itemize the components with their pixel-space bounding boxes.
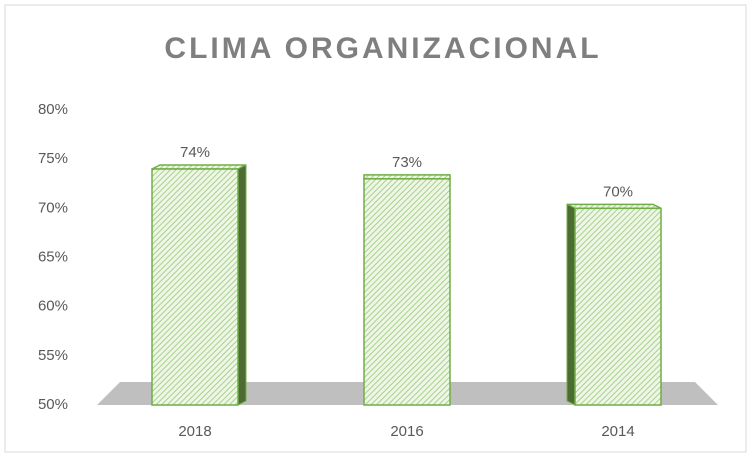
bar xyxy=(151,168,239,406)
y-tick-label: 65% xyxy=(38,248,68,265)
y-tick-label: 60% xyxy=(38,298,68,315)
chart-title: CLIMA ORGANIZACIONAL xyxy=(164,32,601,65)
bar-side xyxy=(237,164,247,406)
x-tick-label: 2018 xyxy=(178,423,211,440)
bar xyxy=(574,207,662,406)
data-label: 74% xyxy=(180,144,210,161)
bar-side xyxy=(566,203,576,406)
y-tick-label: 70% xyxy=(38,199,68,216)
x-tick-label: 2014 xyxy=(601,423,634,440)
x-tick-label: 2016 xyxy=(390,423,423,440)
data-label: 70% xyxy=(603,183,633,200)
y-tick-label: 55% xyxy=(38,347,68,364)
data-label: 73% xyxy=(392,154,422,171)
y-tick-label: 80% xyxy=(38,101,68,118)
bar xyxy=(363,178,451,406)
y-tick-label: 75% xyxy=(38,150,68,167)
y-tick-label: 50% xyxy=(38,396,68,413)
